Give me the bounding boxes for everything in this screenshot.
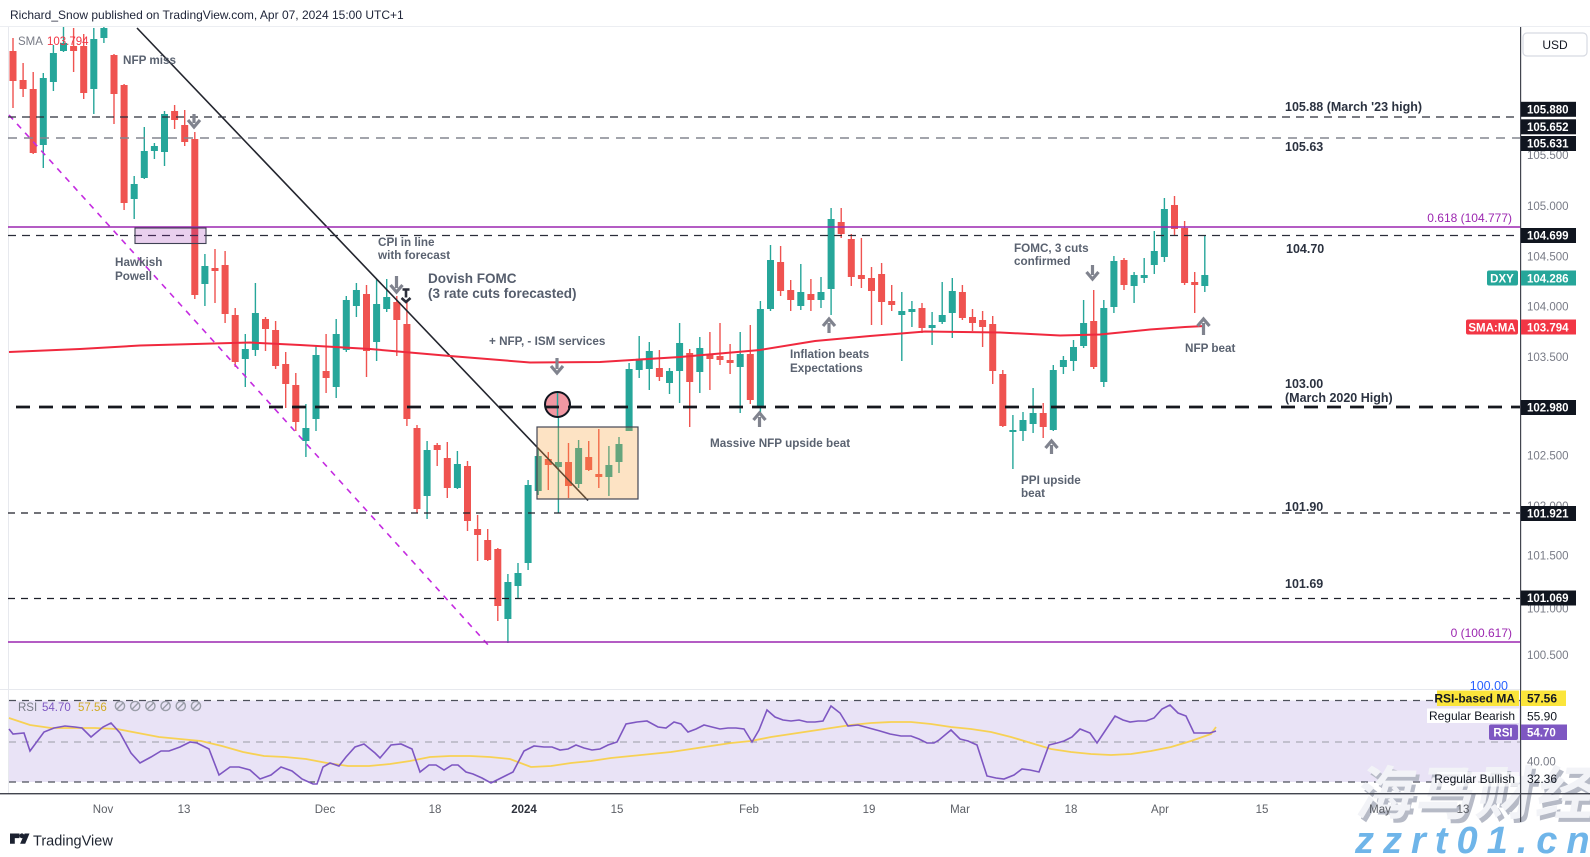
svg-text:Regular Bullish: Regular Bullish bbox=[1434, 772, 1515, 786]
svg-text:57.56: 57.56 bbox=[1527, 692, 1557, 706]
svg-text:32.36: 32.36 bbox=[1527, 772, 1557, 786]
svg-text:SMA:MA: SMA:MA bbox=[1468, 323, 1515, 335]
svg-text:18: 18 bbox=[429, 804, 442, 816]
svg-text:0 (100.617): 0 (100.617) bbox=[1451, 626, 1512, 640]
svg-text:40.00: 40.00 bbox=[1527, 757, 1556, 769]
svg-text:confirmed: confirmed bbox=[1014, 255, 1071, 268]
svg-text:Powell: Powell bbox=[115, 270, 152, 283]
svg-text:102.500: 102.500 bbox=[1527, 451, 1569, 463]
svg-text:101.500: 101.500 bbox=[1527, 551, 1569, 563]
svg-text:with forecast: with forecast bbox=[377, 249, 450, 262]
svg-text:Dovish FOMC: Dovish FOMC bbox=[428, 271, 517, 286]
svg-text:Richard_Snow published on Trad: Richard_Snow published on TradingView.co… bbox=[10, 8, 404, 22]
svg-text:RSI-based MA: RSI-based MA bbox=[1434, 692, 1515, 706]
svg-text:beat: beat bbox=[1021, 487, 1045, 500]
svg-text:104.70: 104.70 bbox=[1286, 242, 1324, 256]
svg-text:104.000: 104.000 bbox=[1527, 302, 1569, 314]
svg-text:0.618 (104.777): 0.618 (104.777) bbox=[1427, 211, 1512, 225]
svg-text:2024: 2024 bbox=[511, 804, 537, 816]
svg-text:(March 2020 High): (March 2020 High) bbox=[1285, 391, 1393, 405]
svg-text:TradingView: TradingView bbox=[33, 834, 113, 850]
svg-text:Nov: Nov bbox=[93, 804, 114, 816]
svg-text:SMA: SMA bbox=[18, 36, 43, 48]
svg-text:57.56: 57.56 bbox=[78, 702, 107, 714]
svg-text:18: 18 bbox=[1065, 804, 1078, 816]
svg-text:101.000: 101.000 bbox=[1527, 604, 1569, 616]
svg-text:+ NFP, - ISM services: + NFP, - ISM services bbox=[489, 335, 606, 348]
svg-text:19: 19 bbox=[863, 804, 876, 816]
svg-text:PPI upside: PPI upside bbox=[1021, 474, 1081, 487]
svg-text:105.63: 105.63 bbox=[1285, 140, 1323, 154]
svg-text:101.921: 101.921 bbox=[1527, 509, 1569, 521]
svg-text:105.000: 105.000 bbox=[1527, 201, 1569, 213]
svg-text:101.69: 101.69 bbox=[1285, 577, 1323, 591]
svg-text:Expectations: Expectations bbox=[790, 362, 863, 375]
svg-text:105.88 (March '23 high): 105.88 (March '23 high) bbox=[1285, 100, 1422, 114]
svg-text:DXY: DXY bbox=[1490, 274, 1514, 286]
svg-text:105.880: 105.880 bbox=[1527, 104, 1569, 116]
svg-text:15: 15 bbox=[611, 804, 624, 816]
svg-text:Feb: Feb bbox=[739, 804, 759, 816]
svg-text:NFP beat: NFP beat bbox=[1185, 342, 1236, 355]
svg-text:CPI in line: CPI in line bbox=[378, 236, 435, 249]
svg-text:Apr: Apr bbox=[1151, 804, 1169, 816]
svg-text:103.500: 103.500 bbox=[1527, 352, 1569, 364]
svg-text:15: 15 bbox=[1256, 804, 1269, 816]
svg-text:101.90: 101.90 bbox=[1285, 500, 1323, 514]
svg-text:105.500: 105.500 bbox=[1527, 150, 1569, 162]
svg-text:FOMC, 3 cuts: FOMC, 3 cuts bbox=[1014, 242, 1089, 255]
svg-text:103.794: 103.794 bbox=[1527, 323, 1569, 335]
svg-text:(3 rate cuts forecasted): (3 rate cuts forecasted) bbox=[428, 286, 577, 301]
svg-text:104.500: 104.500 bbox=[1527, 252, 1569, 264]
svg-text:RSI: RSI bbox=[1493, 728, 1512, 740]
svg-text:105.652: 105.652 bbox=[1527, 122, 1569, 134]
svg-text:55.90: 55.90 bbox=[1527, 710, 1557, 724]
svg-text:NFP miss: NFP miss bbox=[123, 54, 177, 67]
svg-text:54.70: 54.70 bbox=[1527, 728, 1556, 740]
svg-text:104.286: 104.286 bbox=[1527, 274, 1569, 286]
svg-text:Inflation beats: Inflation beats bbox=[790, 348, 870, 361]
svg-text:May: May bbox=[1369, 804, 1391, 816]
svg-text:Massive NFP upside beat: Massive NFP upside beat bbox=[710, 437, 850, 450]
svg-text:103.00: 103.00 bbox=[1285, 377, 1323, 391]
svg-text:102.980: 102.980 bbox=[1527, 403, 1569, 415]
svg-text:105.631: 105.631 bbox=[1527, 139, 1569, 151]
svg-text:54.70: 54.70 bbox=[42, 702, 71, 714]
svg-text:Regular Bearish: Regular Bearish bbox=[1429, 709, 1515, 723]
svg-text:100.00: 100.00 bbox=[1470, 679, 1508, 693]
svg-text:Hawkish: Hawkish bbox=[115, 256, 162, 269]
svg-text:100.500: 100.500 bbox=[1527, 650, 1569, 662]
svg-text:RSI: RSI bbox=[18, 702, 37, 714]
svg-text:USD: USD bbox=[1542, 38, 1568, 52]
svg-text:104.699: 104.699 bbox=[1527, 231, 1569, 243]
svg-text:13: 13 bbox=[178, 804, 191, 816]
svg-text:103.794: 103.794 bbox=[47, 36, 89, 48]
svg-text:13: 13 bbox=[1457, 804, 1470, 816]
svg-text:Dec: Dec bbox=[315, 804, 336, 816]
svg-text:zzrt01.cn: zzrt01.cn bbox=[1354, 820, 1590, 857]
svg-text:101.069: 101.069 bbox=[1527, 593, 1569, 605]
svg-text:Mar: Mar bbox=[950, 804, 970, 816]
